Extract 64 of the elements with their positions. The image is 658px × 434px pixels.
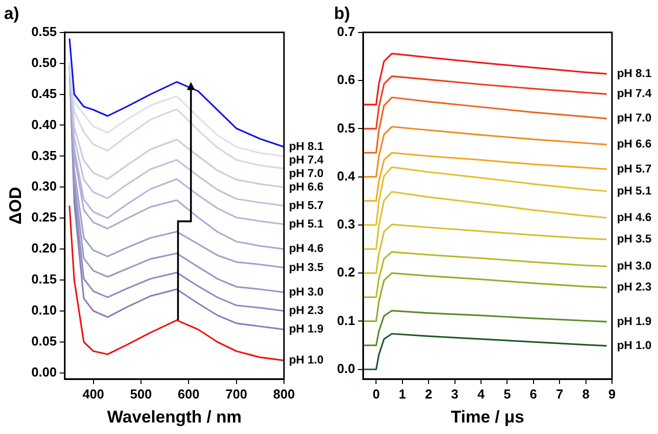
series-label: pH 8.1 [289,141,324,154]
series-label: pH 6.6 [617,138,652,151]
x-tick-label: 6 [530,386,538,402]
y-tick-label: 0.7 [336,24,356,39]
y-tick-label: 0.10 [31,302,57,318]
y-tick-label: 0.6 [336,72,356,88]
x-tick-label: 1 [398,386,406,402]
series-label: pH 7.4 [617,88,652,100]
y-tick-label: 0.30 [31,178,57,194]
y-tick-label: 0.50 [31,54,57,70]
y-tick-label: 0.45 [31,86,57,101]
x-tick-label: 7 [556,386,564,402]
series-label: pH 2.3 [617,282,652,294]
x-axis-title: Wavelength / nm [107,407,242,426]
series-label: pH 8.1 [617,68,652,80]
y-tick-label: 0.35 [31,148,57,163]
y-tick-label: 0.15 [31,272,57,287]
series-label: pH 2.3 [289,305,324,318]
x-tick-label: 700 [225,386,248,402]
series-label: pH 5.7 [289,200,324,212]
series-label: pH 1.0 [289,354,324,367]
y-tick-label: 0.3 [336,216,356,232]
x-tick-label: 0 [372,386,380,402]
x-tick-label: 4 [477,386,486,402]
series-label: pH 3.0 [617,260,652,273]
x-tick-label: 2 [424,386,432,402]
y-axis-title: ΔOD [6,186,25,225]
series-label: pH 1.0 [617,340,652,352]
x-tick-label: 600 [178,386,200,402]
series-label: pH 4.6 [617,212,652,224]
y-tick-label: 0.4 [336,168,356,184]
x-axis-title: Time / μs [450,407,524,426]
series-label: pH 3.5 [617,234,652,246]
series-label: pH 7.0 [289,168,324,180]
chart-title: a) [4,4,20,23]
x-tick-label: 5 [504,386,511,402]
series-label: pH 1.9 [617,316,652,328]
series-label: pH 1.9 [289,324,324,336]
x-tick-label: 500 [130,386,152,402]
x-tick-label: 3 [451,386,458,402]
series-label: pH 5.1 [289,218,324,230]
y-tick-label: 0.0 [336,360,356,376]
series-label: pH 5.7 [617,163,652,176]
x-tick-label: 800 [273,386,295,402]
y-tick-label: 0.40 [31,116,57,132]
x-tick-label: 8 [582,386,590,402]
y-tick-label: 0.55 [31,24,57,39]
series-label: pH 7.0 [617,112,652,125]
chart-title: b) [334,4,350,23]
y-tick-label: 0.20 [31,240,57,256]
series-label: pH 3.5 [289,262,324,274]
series-label: pH 5.1 [617,185,652,198]
x-tick-label: 400 [82,386,104,402]
series-label: pH 7.4 [289,154,324,167]
y-tick-label: 0.00 [31,364,57,380]
y-tick-label: 0.1 [336,312,356,328]
y-tick-label: 0.05 [31,333,57,348]
series-label: pH 3.0 [289,286,324,299]
y-tick-label: 0.2 [336,264,356,280]
y-tick-label: 0.25 [31,210,57,225]
series-label: pH 6.6 [289,182,324,194]
series-label: pH 4.6 [289,243,324,256]
y-tick-label: 0.5 [336,120,356,136]
x-tick-label: 9 [608,386,616,402]
